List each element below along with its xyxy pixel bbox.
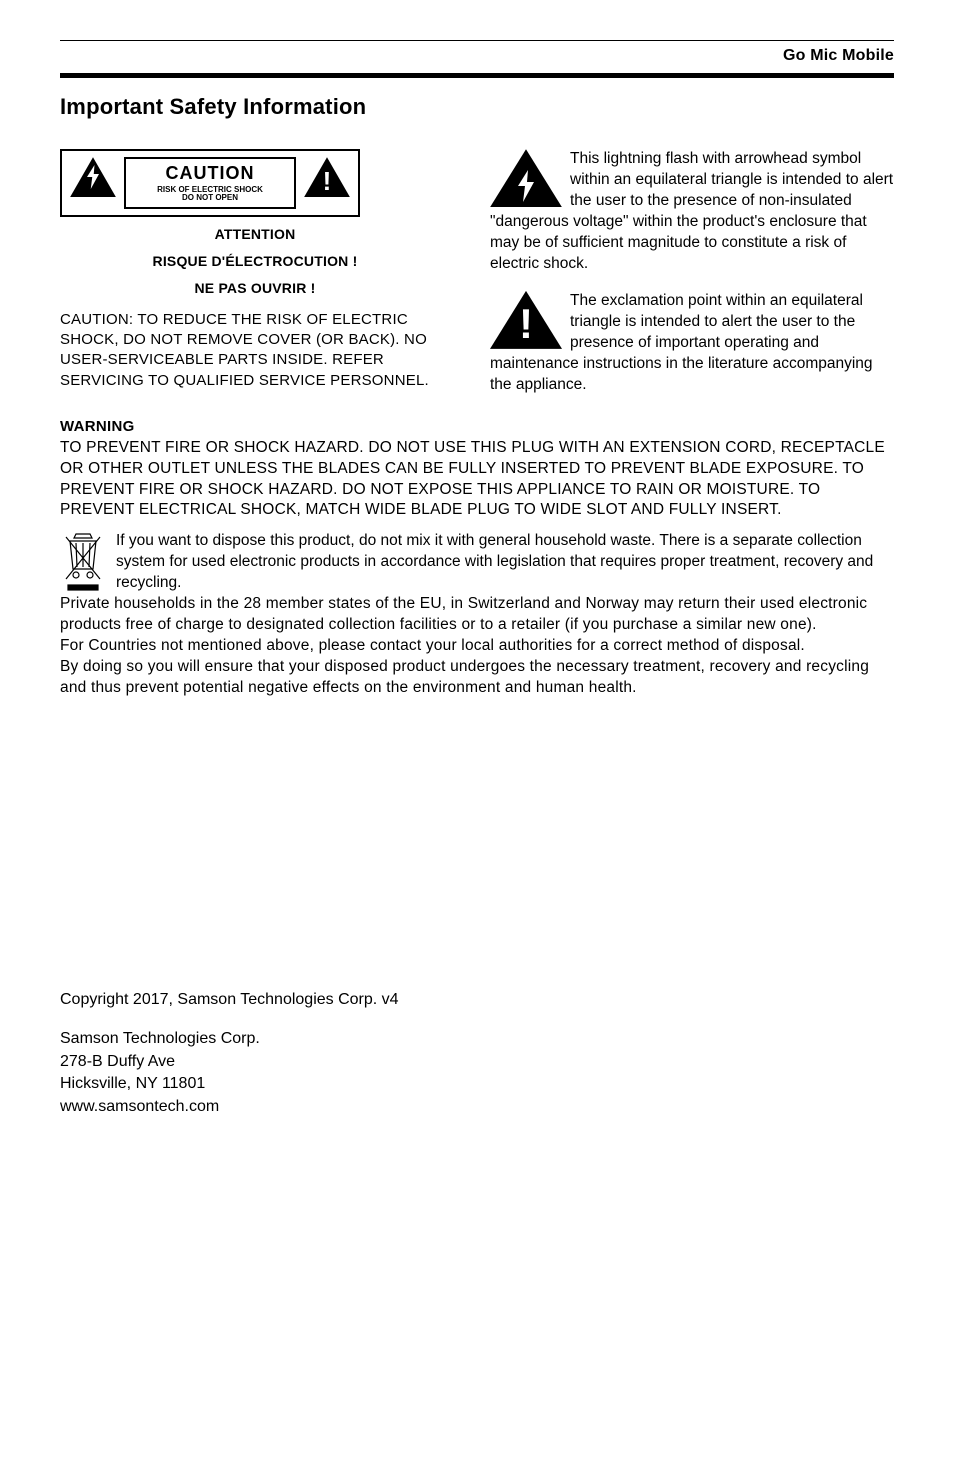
page-title: Important Safety Information	[60, 92, 894, 122]
attention-line-2: RISQUE D'ÉLECTROCUTION !	[60, 252, 450, 271]
weee-p4: By doing so you will ensure that your di…	[60, 657, 894, 699]
caution-sub2: DO NOT OPEN	[132, 194, 288, 203]
lightning-rest: "dangerous voltage" within the product's…	[490, 212, 894, 275]
lightning-row: This lightning flash with arrowhead symb…	[490, 149, 894, 212]
attention-line-3: NE PAS OUVRIR !	[60, 279, 450, 298]
caution-body: CAUTION: TO REDUCE THE RISK OF ELECTRIC …	[60, 310, 450, 391]
weee-p3: For Countries not mentioned above, pleas…	[60, 636, 894, 657]
addr-3: Hicksville, NY 11801	[60, 1073, 894, 1095]
product-name: Go Mic Mobile	[783, 45, 894, 67]
footer-address: Samson Technologies Corp. 278-B Duffy Av…	[60, 1028, 894, 1118]
weee-row: If you want to dispose this product, do …	[60, 531, 894, 594]
left-column: CAUTION RISK OF ELECTRIC SHOCK DO NOT OP…	[60, 149, 450, 395]
caution-title: CAUTION	[132, 161, 288, 185]
exclamation-triangle-small-icon: !	[304, 157, 350, 197]
lightning-lead: This lightning flash with arrowhead symb…	[570, 149, 894, 212]
exclamation-lead: The exclamation point within an equilate…	[570, 291, 894, 354]
attention-line-1: ATTENTION	[60, 225, 450, 244]
copyright: Copyright 2017, Samson Technologies Corp…	[60, 989, 894, 1011]
addr-2: 278-B Duffy Ave	[60, 1051, 894, 1073]
caution-mid: CAUTION RISK OF ELECTRIC SHOCK DO NOT OP…	[124, 157, 296, 209]
exclamation-rest: maintenance instructions in the literatu…	[490, 354, 894, 396]
exclamation-row: ! The exclamation point within an equila…	[490, 291, 894, 354]
right-column: This lightning flash with arrowhead symb…	[490, 149, 894, 395]
thick-rule	[60, 73, 894, 78]
weee-p2: Private households in the 28 member stat…	[60, 594, 894, 636]
warning-heading: WARNING	[60, 417, 894, 437]
lightning-triangle-icon	[490, 149, 562, 207]
header-row: Go Mic Mobile	[60, 45, 894, 67]
addr-4: www.samsontech.com	[60, 1096, 894, 1118]
weee-bin-icon	[60, 531, 106, 593]
thin-rule-top	[60, 40, 894, 41]
warning-body: TO PREVENT FIRE OR SHOCK HAZARD. DO NOT …	[60, 438, 894, 522]
exclamation-triangle-icon: !	[490, 291, 562, 349]
caution-box: CAUTION RISK OF ELECTRIC SHOCK DO NOT OP…	[60, 149, 360, 217]
two-column: CAUTION RISK OF ELECTRIC SHOCK DO NOT OP…	[60, 149, 894, 395]
addr-1: Samson Technologies Corp.	[60, 1028, 894, 1050]
weee-p1: If you want to dispose this product, do …	[116, 531, 894, 594]
lightning-triangle-small-icon	[70, 157, 116, 197]
